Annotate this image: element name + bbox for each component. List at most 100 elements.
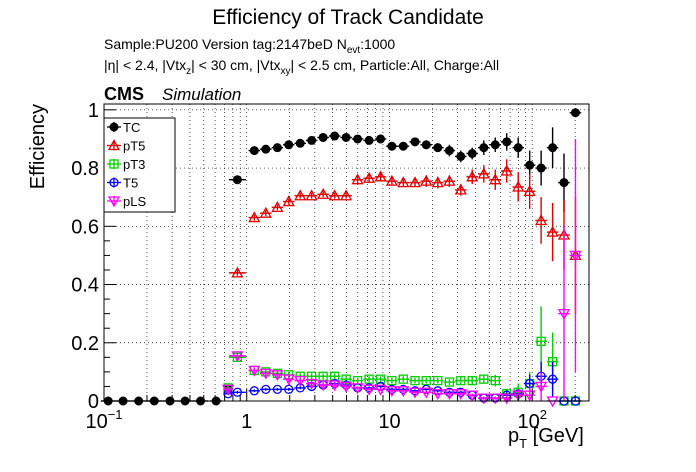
data-point <box>397 386 410 398</box>
x-tick-label-base: 10 <box>85 411 107 433</box>
x-tick-label-base: 1 <box>241 411 252 433</box>
data-point <box>467 149 477 158</box>
data-point <box>420 174 433 186</box>
data-point <box>307 371 317 381</box>
data-point <box>454 183 467 195</box>
legend-entry-tc: TC <box>107 120 140 135</box>
data-point <box>490 375 500 386</box>
data-point <box>340 381 353 393</box>
y-tick-label: 1 <box>88 100 99 122</box>
legend-marker <box>107 139 121 151</box>
data-point <box>272 384 283 395</box>
data-point <box>547 374 558 384</box>
subtitle-2-part-3: | < 2.5 cm, Particle:All, Charge:All <box>290 57 499 73</box>
data-point <box>353 134 363 144</box>
data-point <box>546 225 559 237</box>
data-point <box>410 137 420 147</box>
data-point <box>284 140 294 150</box>
data-point <box>443 174 456 186</box>
data-point <box>232 175 242 185</box>
legend-entry-pt3: pT3 <box>107 157 145 172</box>
subtitle-1-tail: :1000 <box>360 36 395 52</box>
x-axis-label-sub: T <box>519 436 527 451</box>
data-point <box>512 390 525 402</box>
y-axis-label: Efficiency <box>27 104 49 189</box>
data-point <box>559 178 569 188</box>
data-point <box>259 206 272 218</box>
data-point <box>341 374 351 384</box>
data-point <box>330 131 340 141</box>
data-point <box>490 140 500 150</box>
legend: TC pT5 pT3 T5 pLS <box>103 117 176 213</box>
x-tick-label: 102 <box>517 407 546 433</box>
data-point <box>231 351 244 363</box>
cms-label: CMS <box>104 84 144 104</box>
series-tc <box>100 108 582 406</box>
data-point <box>444 377 455 387</box>
data-point <box>444 146 454 156</box>
data-point <box>295 138 305 148</box>
x-tick-label-base: 10 <box>517 411 539 433</box>
y-tick-label: 0 <box>88 391 99 413</box>
data-point <box>364 374 374 384</box>
data-point <box>282 195 295 207</box>
data-point <box>479 374 489 384</box>
y-tick-label: 0.6 <box>71 216 99 238</box>
x-tick-label-base: 10 <box>378 411 400 433</box>
legend-entry-t5: T5 <box>107 176 138 191</box>
data-point <box>408 387 422 399</box>
data-point <box>433 143 443 153</box>
data-point <box>536 163 546 173</box>
data-point <box>557 308 571 320</box>
x-tick-label-exponent: 2 <box>540 407 547 422</box>
data-point <box>569 250 582 262</box>
data-point <box>570 108 580 118</box>
data-point <box>535 381 548 393</box>
data-point <box>362 171 376 183</box>
x-axis-label-tail: [GeV] <box>527 425 584 447</box>
x-tick-label-exponent: −1 <box>108 407 123 422</box>
data-point <box>351 383 364 395</box>
data-point <box>328 380 341 392</box>
chart-subtitle-1: Sample:PU200 Version tag:2147beD Nevt:10… <box>104 36 395 56</box>
data-point <box>221 384 235 396</box>
data-point <box>340 189 353 201</box>
data-point <box>364 135 374 145</box>
data-point <box>535 214 548 226</box>
subtitle-1-main: Sample:PU200 Version tag:2147beD N <box>104 36 347 52</box>
data-point <box>341 132 351 142</box>
data-point <box>318 132 328 142</box>
data-point <box>295 383 305 393</box>
data-point <box>271 370 284 382</box>
data-point <box>397 176 410 188</box>
data-point <box>387 375 397 386</box>
data-point <box>374 170 387 182</box>
data-point <box>248 365 261 377</box>
data-point <box>454 389 467 401</box>
data-point <box>376 134 386 144</box>
x-tick-label: 1 <box>241 411 252 433</box>
data-point <box>479 143 489 153</box>
data-point <box>410 375 420 386</box>
y-tick-label: 0.8 <box>71 158 99 180</box>
subtitle-2-sub-1: z <box>186 66 191 77</box>
data-point <box>305 189 318 201</box>
legend-entry-pt5: pT5 <box>107 139 145 154</box>
data-point <box>271 201 284 213</box>
legend-entry-pls: pLS <box>107 194 146 209</box>
data-point <box>466 390 479 402</box>
data-point <box>536 336 546 346</box>
data-point <box>307 135 317 145</box>
data-point <box>525 160 535 170</box>
data-point <box>466 170 479 182</box>
subtitle-2-part-2: | < 30 cm, |Vtx <box>191 57 280 73</box>
data-point <box>317 380 330 392</box>
data-point <box>249 146 259 156</box>
subtitle-2-part-1: |η| < 2.4, |Vtx <box>104 57 186 73</box>
series-layer <box>100 108 582 408</box>
data-point <box>513 143 523 153</box>
legend-box <box>103 117 176 213</box>
data-point <box>305 378 318 390</box>
x-tick-label: 10 <box>378 411 400 433</box>
